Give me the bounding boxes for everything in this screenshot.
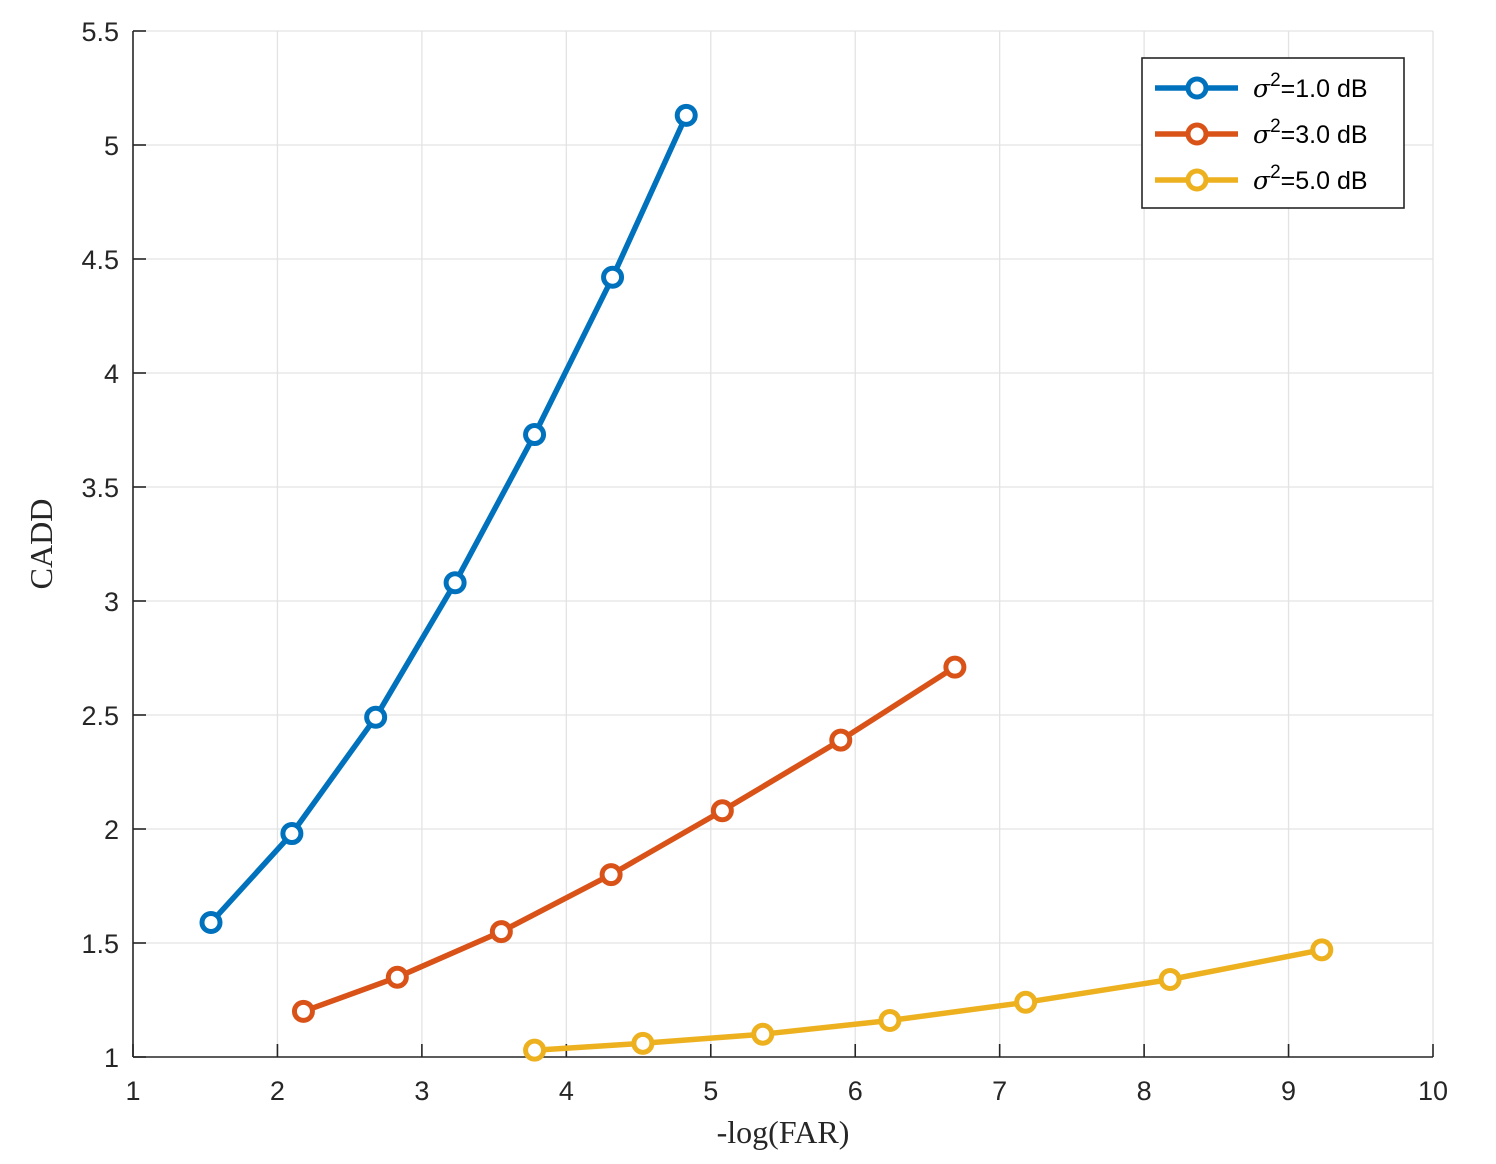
data-point-marker bbox=[631, 1031, 655, 1055]
legend-sigma: σ bbox=[1253, 166, 1271, 195]
x-axis-label: -log(FAR) bbox=[717, 1114, 850, 1150]
legend-value: =5.0 dB bbox=[1281, 167, 1368, 195]
legend-sigma: σ bbox=[1253, 120, 1271, 149]
y-tick-label: 3 bbox=[104, 587, 119, 617]
data-point-marker bbox=[199, 910, 223, 934]
legend-superscript: 2 bbox=[1270, 162, 1281, 183]
data-point-marker bbox=[1014, 990, 1038, 1014]
legend-superscript: 2 bbox=[1270, 116, 1281, 137]
data-point-marker bbox=[364, 705, 388, 729]
y-tick-label: 1.5 bbox=[81, 929, 119, 959]
y-tick-label: 4.5 bbox=[81, 245, 119, 275]
legend-item-1: σ2=1.0 dB bbox=[1155, 70, 1368, 103]
data-point-marker bbox=[385, 965, 409, 989]
x-tick-label: 5 bbox=[703, 1076, 718, 1106]
legend-label: σ2=3.0 dB bbox=[1253, 116, 1368, 149]
legend-item-3: σ2=5.0 dB bbox=[1155, 162, 1368, 195]
y-tick-label: 3.5 bbox=[81, 473, 119, 503]
data-point-marker bbox=[280, 822, 304, 846]
y-tick-label: 4 bbox=[104, 359, 119, 389]
y-tick-label: 2 bbox=[104, 815, 119, 845]
data-point-marker bbox=[943, 655, 967, 679]
y-tick-label: 1 bbox=[104, 1043, 119, 1073]
legend-value: =3.0 dB bbox=[1281, 121, 1368, 149]
data-point-marker bbox=[523, 423, 547, 447]
x-tick-label: 10 bbox=[1418, 1076, 1448, 1106]
data-point-marker bbox=[489, 920, 513, 944]
data-point-marker bbox=[443, 571, 467, 595]
x-tick-label: 9 bbox=[1281, 1076, 1296, 1106]
series-1 bbox=[199, 103, 698, 934]
legend-marker bbox=[1185, 122, 1209, 146]
data-point-marker bbox=[1310, 938, 1334, 962]
y-axis-label: CADD bbox=[23, 499, 59, 590]
x-tick-label: 3 bbox=[414, 1076, 429, 1106]
y-tick-label: 5 bbox=[104, 131, 119, 161]
legend-marker bbox=[1185, 76, 1209, 100]
data-point-marker bbox=[710, 799, 734, 823]
legend-marker bbox=[1185, 168, 1209, 192]
series-2 bbox=[291, 655, 967, 1023]
y-tick-label: 5.5 bbox=[81, 17, 119, 47]
data-point-marker bbox=[1158, 967, 1182, 991]
x-tick-label: 4 bbox=[559, 1076, 574, 1106]
data-point-marker bbox=[878, 1009, 902, 1033]
x-tick-label: 2 bbox=[270, 1076, 285, 1106]
legend-item-2: σ2=3.0 dB bbox=[1155, 116, 1368, 149]
series bbox=[199, 103, 1334, 1062]
data-point-marker bbox=[291, 999, 315, 1023]
x-tick-label: 1 bbox=[125, 1076, 140, 1106]
data-point-marker bbox=[751, 1022, 775, 1046]
data-point-marker bbox=[601, 265, 625, 289]
x-tick-label: 6 bbox=[848, 1076, 863, 1106]
x-tick-label: 7 bbox=[992, 1076, 1007, 1106]
series-3 bbox=[523, 938, 1334, 1062]
x-tick-label: 8 bbox=[1137, 1076, 1152, 1106]
legend-label: σ2=1.0 dB bbox=[1253, 70, 1368, 103]
legend-superscript: 2 bbox=[1270, 70, 1281, 91]
legend-label: σ2=5.0 dB bbox=[1253, 162, 1368, 195]
legend-value: =1.0 dB bbox=[1281, 75, 1368, 103]
data-point-marker bbox=[674, 103, 698, 127]
axes bbox=[132, 30, 1434, 1058]
y-tick-label: 2.5 bbox=[81, 701, 119, 731]
data-point-marker bbox=[829, 728, 853, 752]
data-point-marker bbox=[523, 1038, 547, 1062]
tick-labels: 1 2 3 4 5 6 7 8 9 10 1 1.5 2 2.5 3 3.5 4 4.5 5 5.5 bbox=[81, 17, 1448, 1106]
legend-sigma: σ bbox=[1253, 74, 1271, 103]
data-point-marker bbox=[599, 863, 623, 887]
